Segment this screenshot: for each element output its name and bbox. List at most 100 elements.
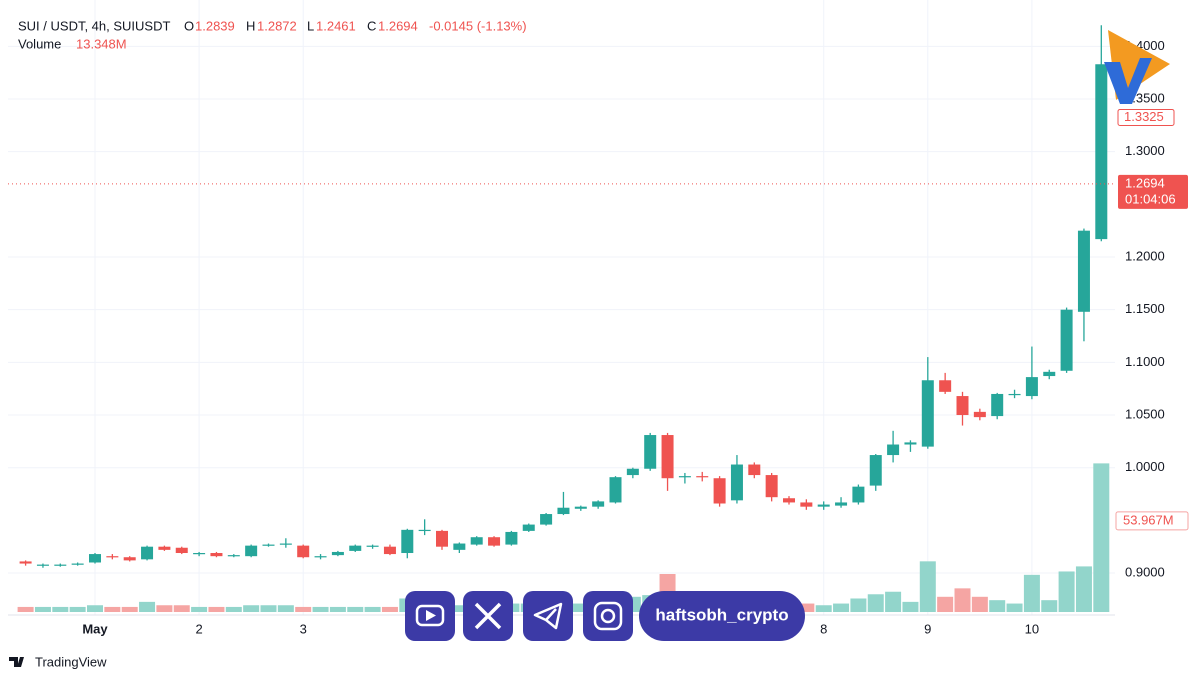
candle-body	[366, 545, 379, 547]
y-tick-label: 1.2000	[1125, 248, 1165, 263]
candle-body	[210, 553, 223, 557]
last-price-box	[1118, 174, 1188, 209]
candle-body	[227, 555, 240, 557]
volume-bar	[173, 605, 190, 612]
volume-last-box	[1115, 511, 1189, 531]
candle-body	[262, 544, 275, 546]
candle-body	[331, 551, 344, 556]
volume-bar	[243, 605, 260, 612]
volume-bar	[191, 606, 208, 612]
candle-body	[973, 411, 986, 418]
x-tick-label: 3	[300, 621, 307, 636]
candle-body	[904, 442, 917, 445]
volume-bar	[121, 606, 138, 612]
volume-bar	[139, 601, 156, 612]
candle-body	[939, 380, 952, 392]
candle-body	[383, 546, 396, 555]
candles	[19, 25, 1108, 568]
youtube-play	[426, 610, 436, 621]
candle-body	[141, 546, 154, 560]
candle-body	[1025, 377, 1038, 397]
price-axis: 0.9000 1.0000 1.0500 1.1000 1.1500 1.2000 1.30…	[8, 38, 1189, 636]
volume-bar	[885, 591, 902, 612]
candle-body	[279, 543, 292, 545]
candle-body	[574, 506, 587, 509]
candle-body	[887, 444, 900, 456]
volume-bar	[971, 596, 988, 612]
candle-body	[349, 545, 362, 551]
volume-bar	[572, 603, 589, 612]
y-tick-label: 1.1000	[1125, 354, 1165, 369]
candle-body	[1060, 309, 1073, 371]
candle-body	[1077, 230, 1090, 312]
candle-body	[713, 478, 726, 504]
candle-body	[89, 554, 101, 563]
y-tick-label: 1.0000	[1125, 459, 1165, 474]
candle-body	[991, 393, 1004, 417]
x-tick-label: 2	[195, 621, 202, 636]
volume-bar	[451, 605, 468, 612]
volume-bar	[347, 606, 364, 612]
instagram-button[interactable]	[583, 591, 633, 641]
volume-bar	[850, 598, 867, 612]
candle-body	[245, 545, 258, 557]
volume-bar	[1006, 603, 1023, 612]
candle-body	[36, 564, 49, 566]
candle-body	[678, 476, 691, 478]
candle-body	[696, 476, 709, 478]
logo	[1104, 30, 1170, 104]
low-key: L	[307, 18, 314, 33]
candle-body	[1095, 64, 1108, 240]
volume-bar	[1041, 600, 1058, 612]
telegram-icon	[533, 602, 563, 630]
candle-body	[852, 486, 865, 503]
candle-body	[71, 563, 84, 565]
candle-body	[609, 477, 622, 503]
candle-body	[106, 556, 119, 558]
candle-body	[453, 543, 466, 550]
candle-body	[470, 537, 483, 545]
x-icon	[474, 602, 502, 630]
candle-body	[644, 435, 657, 469]
candle-body	[592, 501, 605, 507]
grid	[8, 0, 1115, 615]
change: -0.0145 (-1.13%)	[429, 18, 527, 33]
volume-key: Volume	[18, 36, 61, 51]
candle-body	[54, 564, 67, 566]
candle-body	[956, 396, 969, 416]
volume-bar	[989, 600, 1006, 612]
candle-body	[297, 545, 310, 558]
countdown: 01:04:06	[1125, 191, 1176, 206]
high-key: H	[246, 18, 255, 33]
high-value: 1.2872	[257, 18, 297, 33]
x-tick-label: 9	[924, 621, 931, 636]
volume-bar	[954, 588, 971, 612]
marked-price-label: 1.3325	[1124, 109, 1164, 124]
open-value: 1.2839	[195, 18, 235, 33]
volume-bar	[295, 606, 312, 612]
instagram-icon	[593, 601, 623, 631]
candle-body	[626, 468, 639, 476]
y-tick-label: 1.0500	[1125, 406, 1165, 421]
volume-bar	[1075, 566, 1092, 612]
volume-bar	[1023, 574, 1040, 612]
candle-body	[314, 556, 327, 558]
y-tick-label: 0.9000	[1125, 564, 1165, 579]
low-value: 1.2461	[316, 18, 356, 33]
candle-body	[175, 547, 188, 554]
candle-body	[557, 507, 570, 515]
candle-body	[835, 502, 848, 506]
candle-body	[418, 529, 431, 532]
volume-bar	[798, 603, 815, 612]
volume-bar	[34, 606, 51, 612]
candle-body	[783, 498, 795, 503]
youtube-icon	[415, 604, 445, 627]
handle-pill[interactable]	[639, 591, 805, 641]
volume-bar	[208, 606, 225, 612]
candle-body	[436, 530, 448, 547]
candle-body	[661, 435, 674, 479]
volume-bar	[104, 606, 121, 612]
last-price-label: 1.2694	[1125, 175, 1165, 190]
